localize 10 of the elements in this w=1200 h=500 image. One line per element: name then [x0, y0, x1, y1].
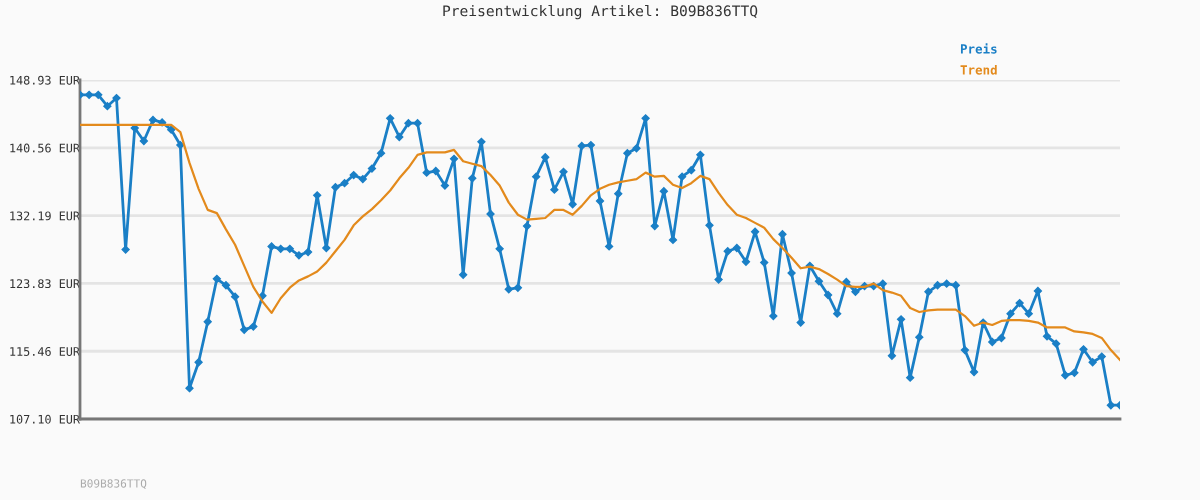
chart-title: Preisentwicklung Artikel: B09B836TTQ: [443, 4, 758, 20]
text: Preis: [960, 43, 997, 54]
y-tick-label: 107.10 EUR: [10, 414, 80, 424]
y-tick-label: 148.93 EUR: [10, 75, 80, 85]
y-tick-label: 132.19 EUR: [10, 211, 80, 221]
text: B09B836TTQ: [80, 479, 147, 489]
text: Trend: [960, 64, 997, 75]
y-tick-label: 140.56 EUR: [10, 143, 80, 153]
y-tick-label: 115.46 EUR: [10, 347, 80, 356]
y-tick-label: 123.83 EUR: [10, 279, 80, 289]
